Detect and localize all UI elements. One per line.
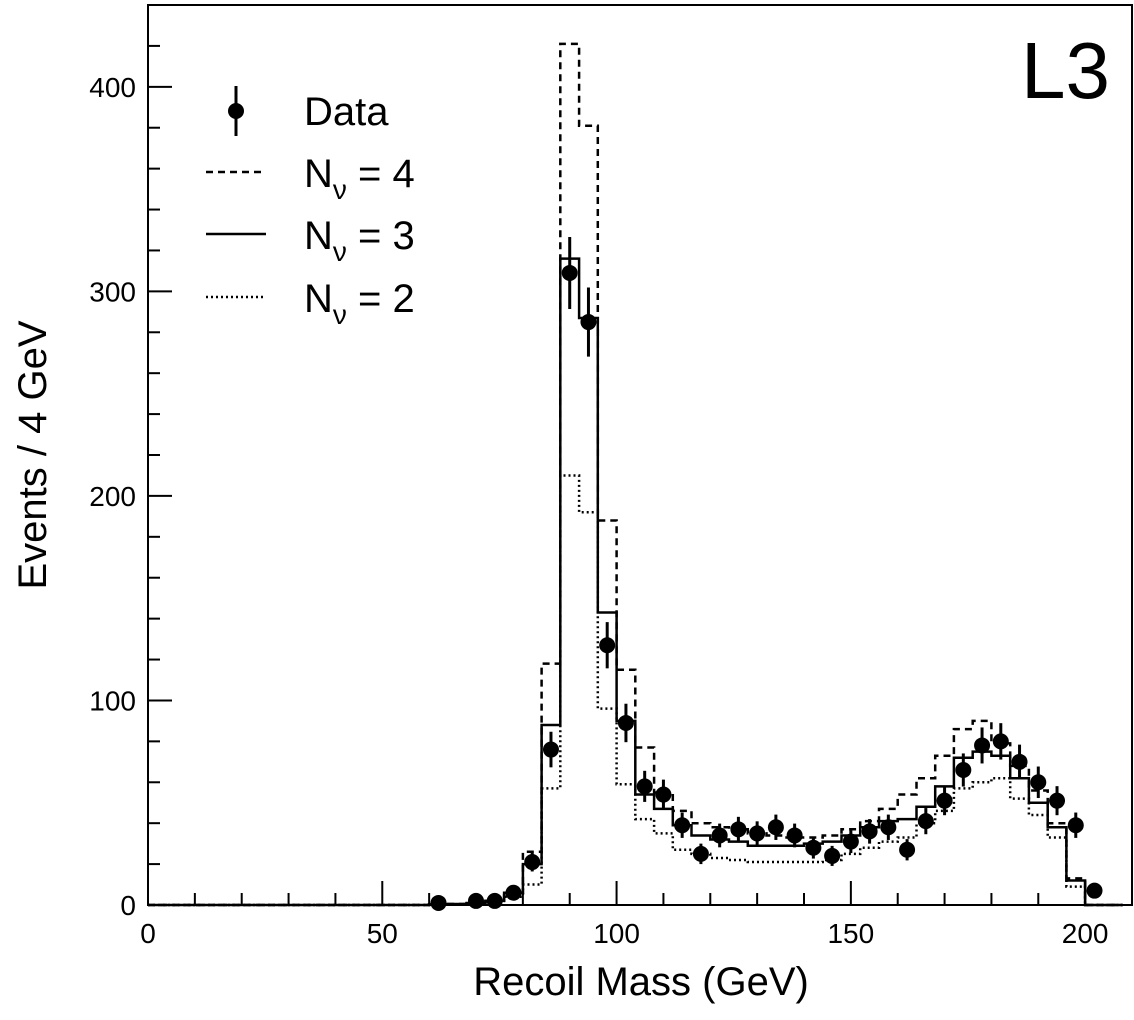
data-point — [486, 892, 503, 909]
data-point — [692, 845, 709, 862]
plot-area — [147, 4, 1133, 911]
plot-frame — [147, 4, 1133, 906]
data-point — [880, 819, 897, 836]
data-point — [936, 792, 953, 809]
y-tick-label: 400 — [89, 72, 136, 103]
data-point — [805, 839, 822, 856]
y-axis-title: Events / 4 GeV — [11, 320, 55, 589]
legend: Data Nν = 4 Nν = 3 Nν = 2 — [206, 86, 415, 330]
data-point — [430, 894, 447, 911]
x-tick-label: 150 — [827, 918, 874, 949]
data-point — [711, 827, 728, 844]
series-nnu3-histogram — [148, 257, 1123, 907]
data-point — [955, 762, 972, 778]
data-point — [655, 786, 672, 803]
x-tick-label: 100 — [593, 918, 640, 949]
data-point — [1011, 753, 1028, 770]
series-nnu4-histogram — [148, 42, 1123, 907]
y-tick-label: 100 — [89, 685, 136, 716]
data-point — [617, 714, 634, 731]
data-point — [917, 813, 934, 830]
data-point — [861, 823, 878, 840]
x-axis-title: Recoil Mass (GeV) — [473, 960, 809, 1004]
data-points-layer — [430, 236, 1103, 911]
data-point — [1067, 817, 1084, 834]
data-point — [899, 841, 916, 858]
y-tick-label: 200 — [89, 481, 136, 512]
ticks-layer — [147, 4, 1133, 906]
data-point — [767, 819, 784, 836]
data-point — [1086, 882, 1103, 899]
experiment-label: L3 — [1021, 26, 1110, 115]
legend-label-nnu2: Nν = 2 — [304, 277, 415, 330]
data-point — [599, 637, 616, 654]
data-point — [992, 733, 1009, 750]
x-tick-label: 200 — [1062, 918, 1109, 949]
data-point — [561, 264, 578, 281]
data-point — [524, 854, 541, 871]
data-point — [824, 847, 841, 864]
data-point — [842, 833, 859, 850]
data-point — [1049, 792, 1066, 809]
data-point — [580, 314, 597, 331]
legend-label-data: Data — [304, 90, 389, 134]
data-point — [974, 737, 991, 754]
legend-label-nnu4: Nν = 4 — [304, 152, 415, 205]
data-point — [505, 884, 522, 901]
legend-entry-nnu2: Nν = 2 — [206, 277, 415, 330]
data-point — [786, 827, 803, 844]
y-tick-label: 300 — [89, 276, 136, 307]
legend-entry-nnu4: Nν = 4 — [206, 152, 415, 205]
data-point — [636, 778, 653, 795]
data-point — [674, 817, 691, 834]
data-point — [730, 821, 747, 838]
legend-label-nnu3: Nν = 3 — [304, 214, 415, 267]
y-tick-label: 0 — [120, 890, 136, 921]
legend-entry-nnu3: Nν = 3 — [206, 214, 415, 267]
x-tick-label: 50 — [367, 918, 398, 949]
x-tick-label: 0 — [140, 918, 156, 949]
legend-data-marker — [228, 103, 244, 119]
legend-entry-data: Data — [228, 86, 389, 136]
data-point — [542, 741, 559, 758]
series-nnu2-histogram — [148, 474, 1123, 907]
series-layer — [148, 42, 1123, 907]
data-point — [1030, 774, 1047, 791]
tick-labels-layer: 0 50 100 150 200 0 100 200 300 400 — [89, 72, 1108, 949]
data-point — [749, 825, 766, 842]
